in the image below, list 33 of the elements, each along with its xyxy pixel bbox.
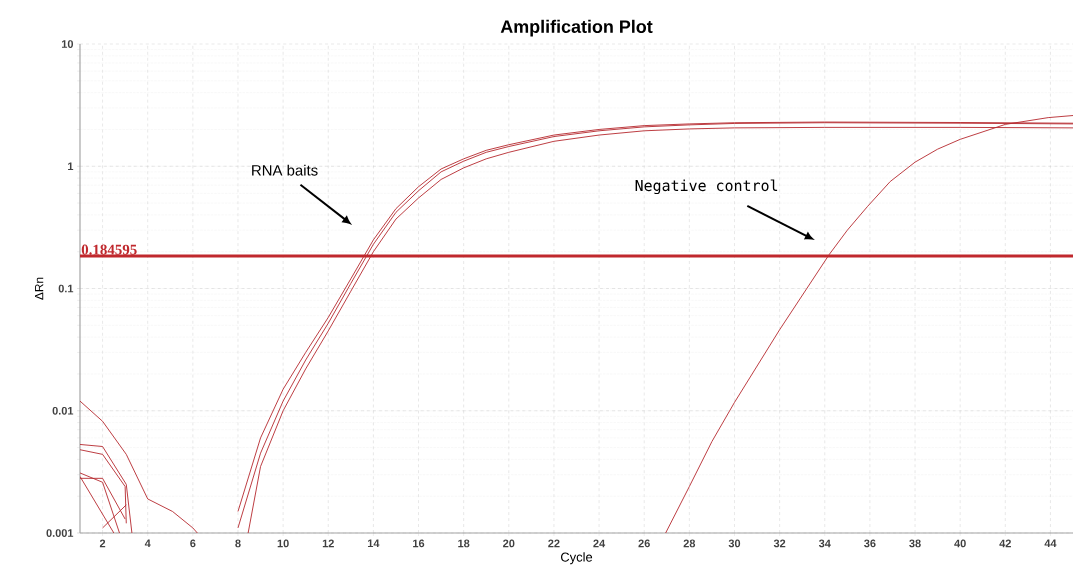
- x-tick-label: 32: [773, 539, 786, 548]
- x-tick-label: 8: [235, 539, 241, 548]
- x-tick-label: 42: [999, 539, 1011, 548]
- y-tick-label: 0.01: [52, 406, 74, 415]
- x-tick-label: 40: [954, 539, 966, 548]
- y-tick-label: 10: [61, 40, 74, 48]
- y-tick-label: 0.001: [46, 529, 74, 537]
- x-tick-label: 30: [728, 539, 741, 548]
- y-tick-label: 0.1: [58, 284, 74, 293]
- x-tick-label: 26: [638, 539, 650, 548]
- x-tick-label: 18: [458, 539, 470, 548]
- x-tick-label: 36: [864, 539, 876, 548]
- ref-line-label: 0.184595: [81, 244, 137, 255]
- x-tick-label: 38: [909, 539, 921, 548]
- x-tick-label: 22: [548, 539, 560, 548]
- x-tick-label: 44: [1044, 539, 1057, 548]
- y-tick-label: 1: [68, 162, 74, 171]
- y-axis-title: ΔRn: [35, 277, 44, 300]
- x-tick-label: 2: [99, 539, 106, 548]
- x-tick-label: 34: [818, 539, 831, 548]
- x-tick-label: 28: [683, 539, 696, 548]
- x-axis-title: Cycle: [560, 552, 593, 565]
- chart-title: Amplification Plot: [500, 19, 653, 37]
- x-tick-label: 14: [367, 539, 380, 548]
- x-tick-label: 4: [144, 539, 151, 548]
- annotation: Negative control: [635, 179, 778, 195]
- annotation: RNA baits: [252, 164, 318, 176]
- x-tick-label: 16: [413, 539, 425, 548]
- x-tick-label: 20: [503, 539, 515, 548]
- x-tick-label: 10: [277, 539, 289, 548]
- x-tick-label: 24: [593, 539, 606, 548]
- x-tick-label: 12: [322, 539, 334, 548]
- x-tick-label: 6: [190, 539, 196, 548]
